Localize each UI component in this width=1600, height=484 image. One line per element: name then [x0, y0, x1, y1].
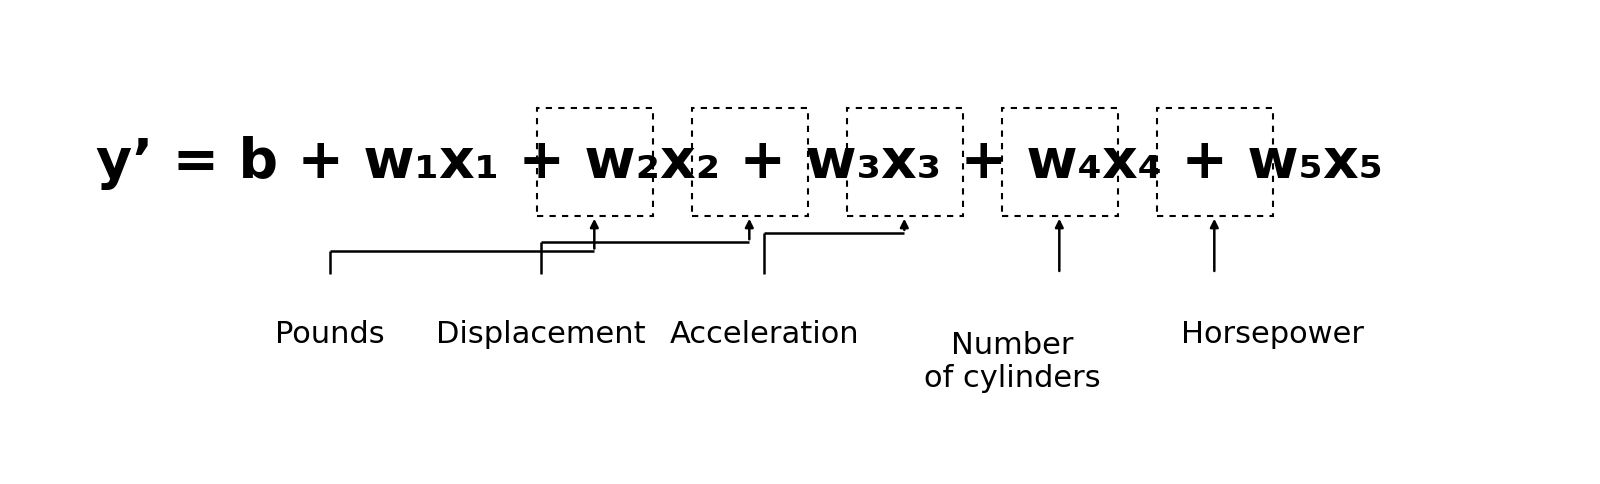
Bar — [538, 108, 653, 216]
Text: Displacement: Displacement — [437, 319, 646, 348]
Text: Pounds: Pounds — [275, 319, 386, 348]
Bar — [1157, 108, 1272, 216]
Text: y’ = b + w₁x₁ + w₂x₂ + w₃x₃ + w₄x₄ + w₅x₅: y’ = b + w₁x₁ + w₂x₂ + w₃x₃ + w₄x₄ + w₅x… — [96, 136, 1382, 189]
Bar — [693, 108, 808, 216]
Text: Number
of cylinders: Number of cylinders — [923, 330, 1101, 393]
Text: Acceleration: Acceleration — [669, 319, 859, 348]
Bar — [1002, 108, 1117, 216]
Bar — [848, 108, 963, 216]
Text: Horsepower: Horsepower — [1181, 319, 1365, 348]
